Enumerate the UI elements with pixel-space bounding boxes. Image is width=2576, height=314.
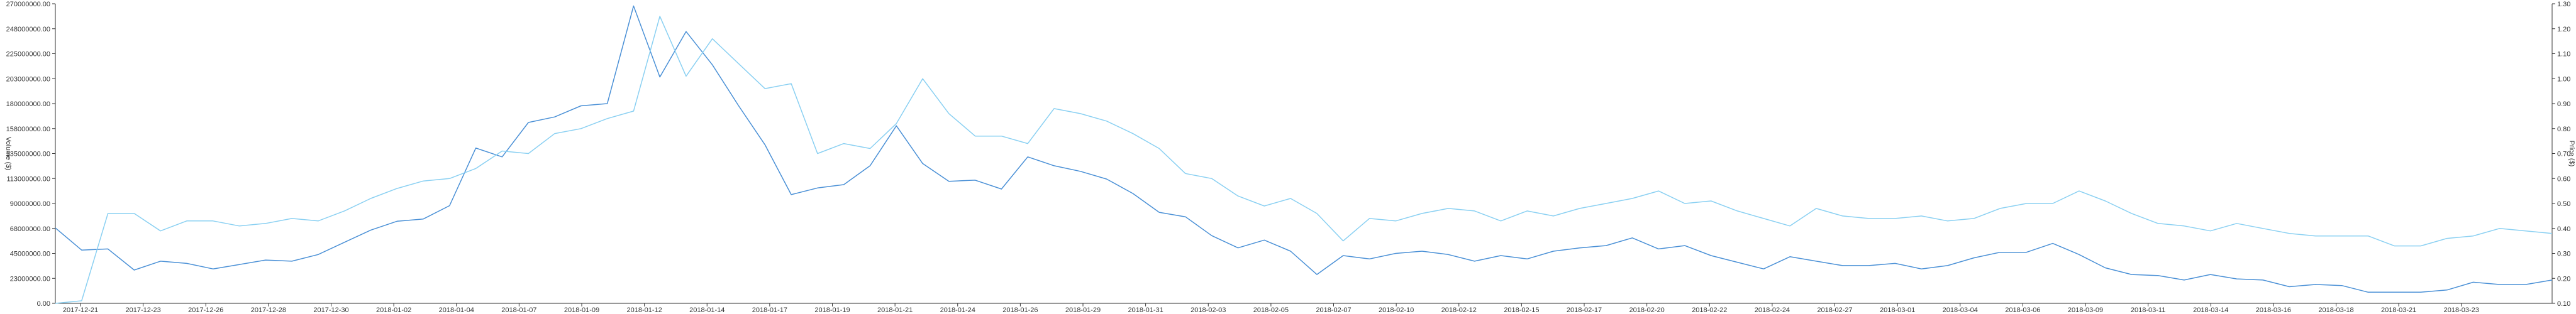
x-tick-label: 2017-12-23 [125, 306, 160, 314]
x-tick-label: 2018-01-31 [1128, 306, 1163, 314]
x-tick-label: 2018-02-03 [1191, 306, 1226, 314]
x-tick-label: 2018-01-12 [626, 306, 662, 314]
y-left-tick-label: 113000000.00 [6, 175, 50, 183]
y-left-tick-label: 45000000.00 [10, 251, 50, 258]
y-left-tick-label: 68000000.00 [10, 225, 50, 233]
x-tick-label: 2018-01-09 [564, 306, 599, 314]
y-left-tick-label: 135000000.00 [6, 151, 50, 158]
x-tick-label: 2018-02-17 [1567, 306, 1602, 314]
y-left-tick-label: 203000000.00 [6, 75, 50, 83]
y-right-tick-label: 0.50 [2557, 200, 2570, 208]
x-tick-label: 2018-03-11 [2131, 306, 2165, 314]
x-tick-label: 2018-02-15 [1504, 306, 1539, 314]
y-left-tick-label: 180000000.00 [6, 100, 50, 108]
y-left-tick-label: 270000000.00 [6, 1, 50, 8]
x-tick-label: 2018-03-16 [2256, 306, 2291, 314]
x-tick-label: 2018-02-05 [1253, 306, 1289, 314]
y-left-axis-title: Volume ($) [4, 137, 12, 170]
x-tick-label: 2018-02-22 [1692, 306, 1727, 314]
x-tick-label: 2018-01-29 [1065, 306, 1101, 314]
y-right-tick-label: 0.70 [2557, 151, 2570, 158]
y-left-tick-label: 90000000.00 [10, 200, 50, 208]
x-tick-label: 2018-03-21 [2381, 306, 2416, 314]
y-left-tick-label: 0.00 [37, 300, 50, 308]
price-series-line [55, 16, 2553, 304]
y-right-tick-label: 1.10 [2557, 51, 2570, 58]
x-tick-label: 2018-01-21 [877, 306, 913, 314]
x-tick-label: 2018-02-27 [1817, 306, 1852, 314]
x-tick-label: 2018-01-02 [376, 306, 411, 314]
x-tick-label: 2018-01-07 [501, 306, 536, 314]
y-right-tick-label: 0.10 [2557, 300, 2570, 308]
y-right-tick-label: 0.40 [2557, 225, 2570, 233]
x-tick-label: 2018-01-26 [1002, 306, 1038, 314]
chart-axes [55, 4, 2553, 304]
y-right-axis-title: Price ($) [2568, 141, 2575, 167]
x-tick-label: 2018-01-24 [940, 306, 975, 314]
x-tick-label: 2017-12-28 [251, 306, 286, 314]
y-right-tick-label: 0.20 [2557, 275, 2570, 283]
y-right-tick-label: 0.60 [2557, 175, 2570, 183]
x-tick-label: 2018-02-10 [1379, 306, 1414, 314]
x-tick-label: 2018-03-14 [2193, 306, 2228, 314]
y-right-tick-label: 1.30 [2557, 1, 2570, 8]
y-right-tick-label: 1.20 [2557, 26, 2570, 33]
y-right-tick-label: 1.00 [2557, 75, 2570, 83]
x-tick-label: 2018-03-01 [1880, 306, 1915, 314]
x-tick-label: 2018-01-19 [814, 306, 850, 314]
x-tick-label: 2017-12-26 [188, 306, 223, 314]
y-left-tick-label: 248000000.00 [6, 26, 50, 33]
x-tick-label: 2017-12-21 [63, 306, 98, 314]
volume-series-line [55, 5, 2553, 293]
x-tick-label: 2017-12-30 [313, 306, 348, 314]
x-tick-label: 2018-01-14 [689, 306, 724, 314]
x-tick-label: 2018-03-09 [2068, 306, 2103, 314]
y-right-tick-label: 0.30 [2557, 251, 2570, 258]
ticks-layer: 0.00 23000000.00 45000000.00 68000000.00 900… [6, 1, 2571, 314]
x-tick-label: 2018-03-18 [2318, 306, 2353, 314]
x-tick-label: 2018-03-06 [2005, 306, 2040, 314]
x-tick-label: 2018-02-24 [1755, 306, 1790, 314]
y-left-tick-label: 158000000.00 [6, 126, 50, 133]
series-layer [55, 5, 2553, 304]
x-tick-label: 2018-02-20 [1629, 306, 1664, 314]
x-tick-label: 2018-02-07 [1316, 306, 1351, 314]
y-right-tick-label: 0.90 [2557, 100, 2570, 108]
y-left-tick-label: 225000000.00 [6, 51, 50, 58]
x-tick-label: 2018-01-17 [752, 306, 787, 314]
y-left-tick-label: 23000000.00 [10, 275, 50, 283]
x-tick-label: 2018-03-04 [1943, 306, 1978, 314]
x-tick-label: 2018-01-04 [439, 306, 474, 314]
y-right-tick-label: 0.80 [2557, 126, 2570, 133]
x-tick-label: 2018-02-12 [1441, 306, 1477, 314]
x-tick-label: 2018-03-23 [2444, 306, 2479, 314]
